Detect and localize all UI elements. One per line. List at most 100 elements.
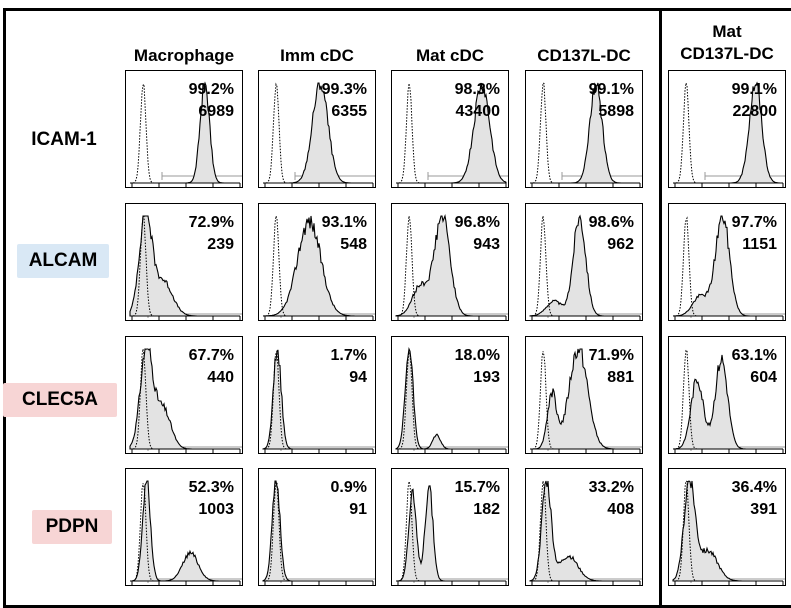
histogram-plot [530, 348, 642, 453]
percent-positive: 0.9% [330, 479, 367, 496]
stained-histogram [262, 215, 373, 317]
panel-stats: 96.8% 943 [455, 212, 500, 256]
histogram-panel: 96.8% 943 [391, 203, 509, 321]
percent-positive: 97.7% [731, 214, 777, 231]
percent-positive: 1.7% [330, 347, 367, 364]
panel-stats: 99.2% 6989 [189, 79, 234, 123]
column-divider [659, 8, 662, 608]
percent-positive: 96.8% [454, 214, 500, 231]
histogram-panel: 99.1% 5898 [525, 70, 643, 188]
panel-stats: 99.1% 5898 [589, 79, 634, 123]
mfi-value: 548 [340, 236, 367, 253]
histogram-plot [263, 82, 375, 187]
histogram-plot [395, 214, 508, 320]
column-label: Mat cDC [415, 46, 484, 65]
mfi-value: 94 [349, 369, 367, 386]
histogram-plot [262, 215, 375, 320]
percent-positive: 98.3% [454, 81, 500, 98]
histogram-plot [130, 480, 242, 585]
percent-positive: 52.3% [188, 479, 234, 496]
panel-stats: 1.7% 94 [331, 345, 367, 389]
histogram-panel: 63.1% 604 [668, 336, 786, 454]
stained-histogram [129, 347, 240, 450]
histogram-plot [672, 215, 785, 320]
percent-positive: 99.1% [731, 81, 777, 98]
mfi-value: 881 [607, 369, 634, 386]
percent-positive: 71.9% [588, 347, 634, 364]
histogram-panel: 99.3% 6355 [258, 70, 376, 188]
mfi-value: 1151 [742, 236, 777, 253]
row-label-icam-1: ICAM-1 [31, 129, 97, 150]
gate-marker [280, 575, 375, 583]
stained-histogram [529, 480, 640, 582]
column-label: CD137L-DC [537, 46, 631, 65]
column-label: Macrophage [133, 46, 235, 65]
panel-stats: 97.7% 1151 [732, 212, 777, 256]
panel-stats: 72.9% 239 [189, 212, 234, 256]
percent-positive: 99.1% [588, 81, 634, 98]
mfi-value: 5898 [598, 103, 634, 120]
mfi-value: 43400 [455, 103, 501, 120]
isotype-histogram [263, 215, 373, 317]
panel-stats: 63.1% 604 [732, 345, 777, 389]
mfi-value: 6355 [331, 103, 367, 120]
panel-stats: 52.3% 1003 [189, 477, 234, 521]
histogram-plot [129, 215, 242, 320]
panel-stats: 0.9% 91 [331, 477, 367, 521]
panel-stats: 98.3% 43400 [455, 79, 500, 123]
histogram-plot [672, 349, 785, 453]
histogram-panel: 98.6% 962 [525, 203, 643, 321]
histogram-plot [396, 82, 508, 187]
panel-stats: 15.7% 182 [455, 477, 500, 521]
isotype-histogram [530, 215, 640, 317]
row-label-clec5a: CLEC5A [3, 383, 117, 417]
panel-stats: 99.3% 6355 [322, 79, 367, 123]
histogram-plot [673, 81, 785, 187]
stained-histogram [529, 214, 640, 317]
mfi-value: 440 [207, 369, 234, 386]
isotype-histogram [673, 82, 783, 184]
histogram-plot [130, 81, 242, 187]
histogram-panel: 71.9% 881 [525, 336, 643, 454]
histogram-panel: 93.1% 548 [258, 203, 376, 321]
histogram-plot [530, 82, 642, 187]
histogram-panel: 36.4% 391 [668, 468, 786, 586]
histogram-panel: 33.2% 408 [525, 468, 643, 586]
panel-stats: 98.6% 962 [589, 212, 634, 256]
percent-positive: 63.1% [731, 347, 777, 364]
mfi-value: 193 [473, 369, 500, 386]
histogram-panel: 1.7% 94 [258, 336, 376, 454]
mfi-value: 182 [473, 501, 500, 518]
mfi-value: 91 [349, 501, 367, 518]
mfi-value: 943 [473, 236, 500, 253]
percent-positive: 15.7% [454, 479, 500, 496]
mfi-value: 22800 [732, 103, 778, 120]
panel-stats: 67.7% 440 [189, 345, 234, 389]
percent-positive: 36.4% [731, 479, 777, 496]
mfi-value: 1003 [198, 501, 234, 518]
histogram-panel: 99.2% 6989 [125, 70, 243, 188]
row-label-alcam: ALCAM [17, 244, 109, 278]
histogram-plot [262, 480, 375, 585]
column-label: Imm cDC [280, 46, 354, 65]
mfi-value: 962 [607, 236, 634, 253]
panel-stats: 71.9% 881 [589, 345, 634, 389]
panel-stats: 93.1% 548 [322, 212, 367, 256]
histogram-plot [395, 346, 508, 453]
histogram-panel: 99.1% 22800 [668, 70, 786, 188]
panel-stats: 18.0% 193 [455, 345, 500, 389]
percent-positive: 72.9% [188, 214, 234, 231]
panel-stats: 99.1% 22800 [732, 79, 777, 123]
histogram-panel: 67.7% 440 [125, 336, 243, 454]
mfi-value: 604 [750, 369, 777, 386]
isotype-histogram [130, 348, 240, 450]
gate-marker [413, 443, 508, 451]
histogram-panel: 18.0% 193 [391, 336, 509, 454]
histogram-panel: 52.3% 1003 [125, 468, 243, 586]
percent-positive: 93.1% [321, 214, 367, 231]
percent-positive: 33.2% [588, 479, 634, 496]
histogram-plot [396, 481, 508, 585]
histogram-plot [672, 480, 785, 585]
histogram-plot [129, 347, 242, 453]
histogram-plot [529, 480, 642, 585]
